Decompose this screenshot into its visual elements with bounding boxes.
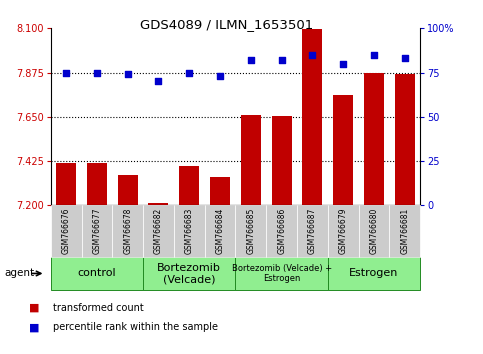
Text: GSM766681: GSM766681: [400, 208, 409, 254]
Bar: [358, 205, 389, 257]
Text: GSM766687: GSM766687: [308, 208, 317, 254]
Text: Estrogen: Estrogen: [349, 268, 398, 279]
Bar: [82, 205, 112, 257]
Text: Bortezomib (Velcade) +
Estrogen: Bortezomib (Velcade) + Estrogen: [231, 264, 332, 283]
Point: [62, 70, 70, 75]
Bar: [118, 175, 138, 205]
Bar: [112, 205, 143, 257]
Text: control: control: [78, 268, 116, 279]
Bar: [87, 163, 107, 205]
Bar: [328, 257, 420, 290]
Point: [370, 52, 378, 58]
Bar: [333, 95, 353, 205]
Text: GSM766677: GSM766677: [92, 208, 101, 255]
Bar: [56, 163, 76, 205]
Bar: [389, 205, 420, 257]
Bar: [51, 257, 143, 290]
Text: ■: ■: [29, 303, 40, 313]
Text: GSM766685: GSM766685: [246, 208, 256, 254]
Bar: [328, 205, 358, 257]
Point: [401, 56, 409, 61]
Bar: [241, 115, 261, 205]
Bar: [174, 205, 205, 257]
Bar: [51, 205, 82, 257]
Text: GSM766682: GSM766682: [154, 208, 163, 254]
Point: [309, 52, 316, 58]
Text: GSM766676: GSM766676: [62, 208, 71, 255]
Bar: [179, 166, 199, 205]
Point: [278, 57, 285, 63]
Bar: [302, 29, 323, 205]
Point: [155, 79, 162, 84]
Point: [216, 73, 224, 79]
Text: GSM766680: GSM766680: [369, 208, 379, 254]
Point: [247, 57, 255, 63]
Bar: [395, 74, 415, 205]
Point: [185, 70, 193, 75]
Bar: [271, 116, 292, 205]
Text: Bortezomib
(Velcade): Bortezomib (Velcade): [157, 263, 221, 284]
Text: GSM766686: GSM766686: [277, 208, 286, 254]
Bar: [205, 205, 236, 257]
Bar: [143, 257, 236, 290]
Text: ■: ■: [29, 322, 40, 332]
Text: GSM766683: GSM766683: [185, 208, 194, 254]
Point: [340, 61, 347, 67]
Bar: [210, 177, 230, 205]
Text: agent: agent: [5, 268, 35, 279]
Bar: [236, 257, 328, 290]
Text: GSM766678: GSM766678: [123, 208, 132, 254]
Bar: [297, 205, 328, 257]
Bar: [236, 205, 266, 257]
Text: GSM766679: GSM766679: [339, 208, 348, 255]
Text: GDS4089 / ILMN_1653501: GDS4089 / ILMN_1653501: [141, 18, 313, 31]
Bar: [148, 203, 169, 205]
Text: GSM766684: GSM766684: [215, 208, 225, 254]
Text: transformed count: transformed count: [53, 303, 144, 313]
Bar: [364, 73, 384, 205]
Text: percentile rank within the sample: percentile rank within the sample: [53, 322, 218, 332]
Point: [124, 72, 131, 77]
Bar: [266, 205, 297, 257]
Point: [93, 70, 101, 75]
Bar: [143, 205, 174, 257]
